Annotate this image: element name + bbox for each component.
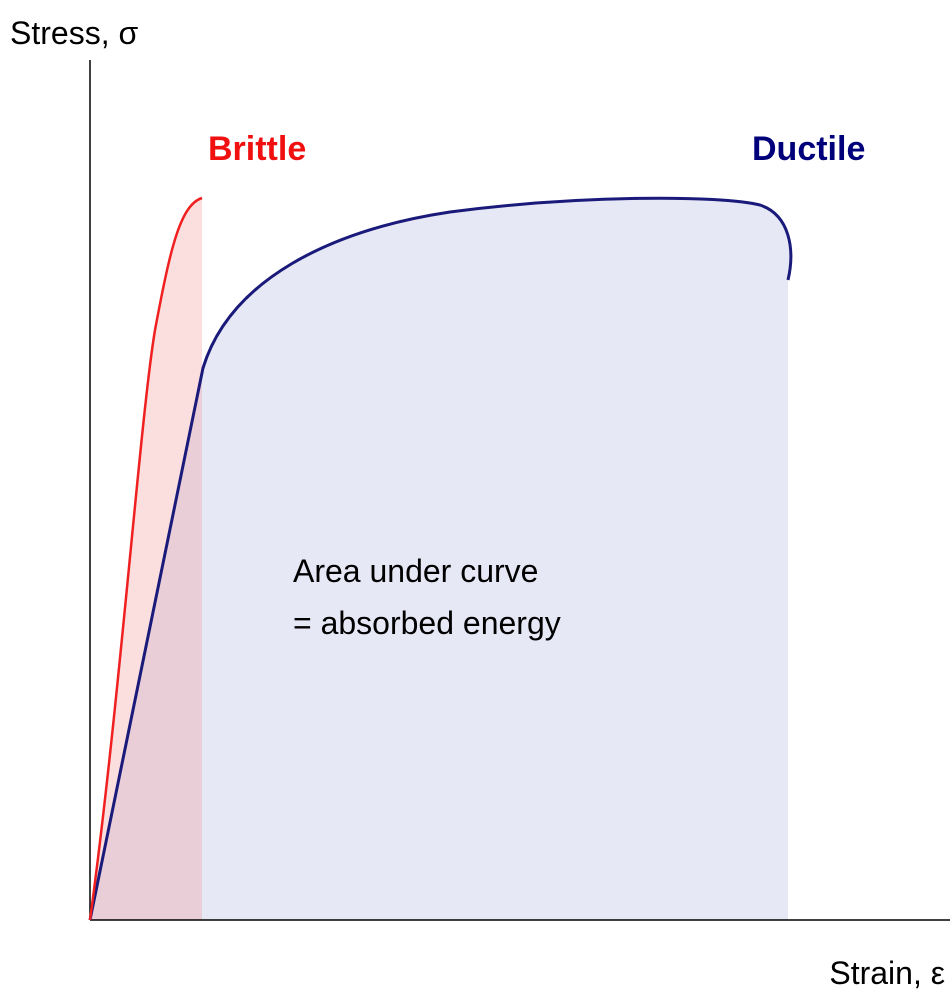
annotation-line: = absorbed energy — [293, 605, 561, 641]
brittle-curve — [88, 196, 203, 921]
brittle-label: Brittle — [208, 130, 306, 168]
y-axis-label: Stress, σ — [10, 15, 138, 51]
annotation-line: Area under curve — [293, 553, 538, 589]
ductile-curve — [88, 196, 793, 921]
ductile-label: Ductile — [752, 130, 865, 168]
brittle-area — [90, 198, 202, 920]
ductile-area — [90, 198, 791, 921]
x-axis-label: Strain, ε — [829, 955, 945, 991]
